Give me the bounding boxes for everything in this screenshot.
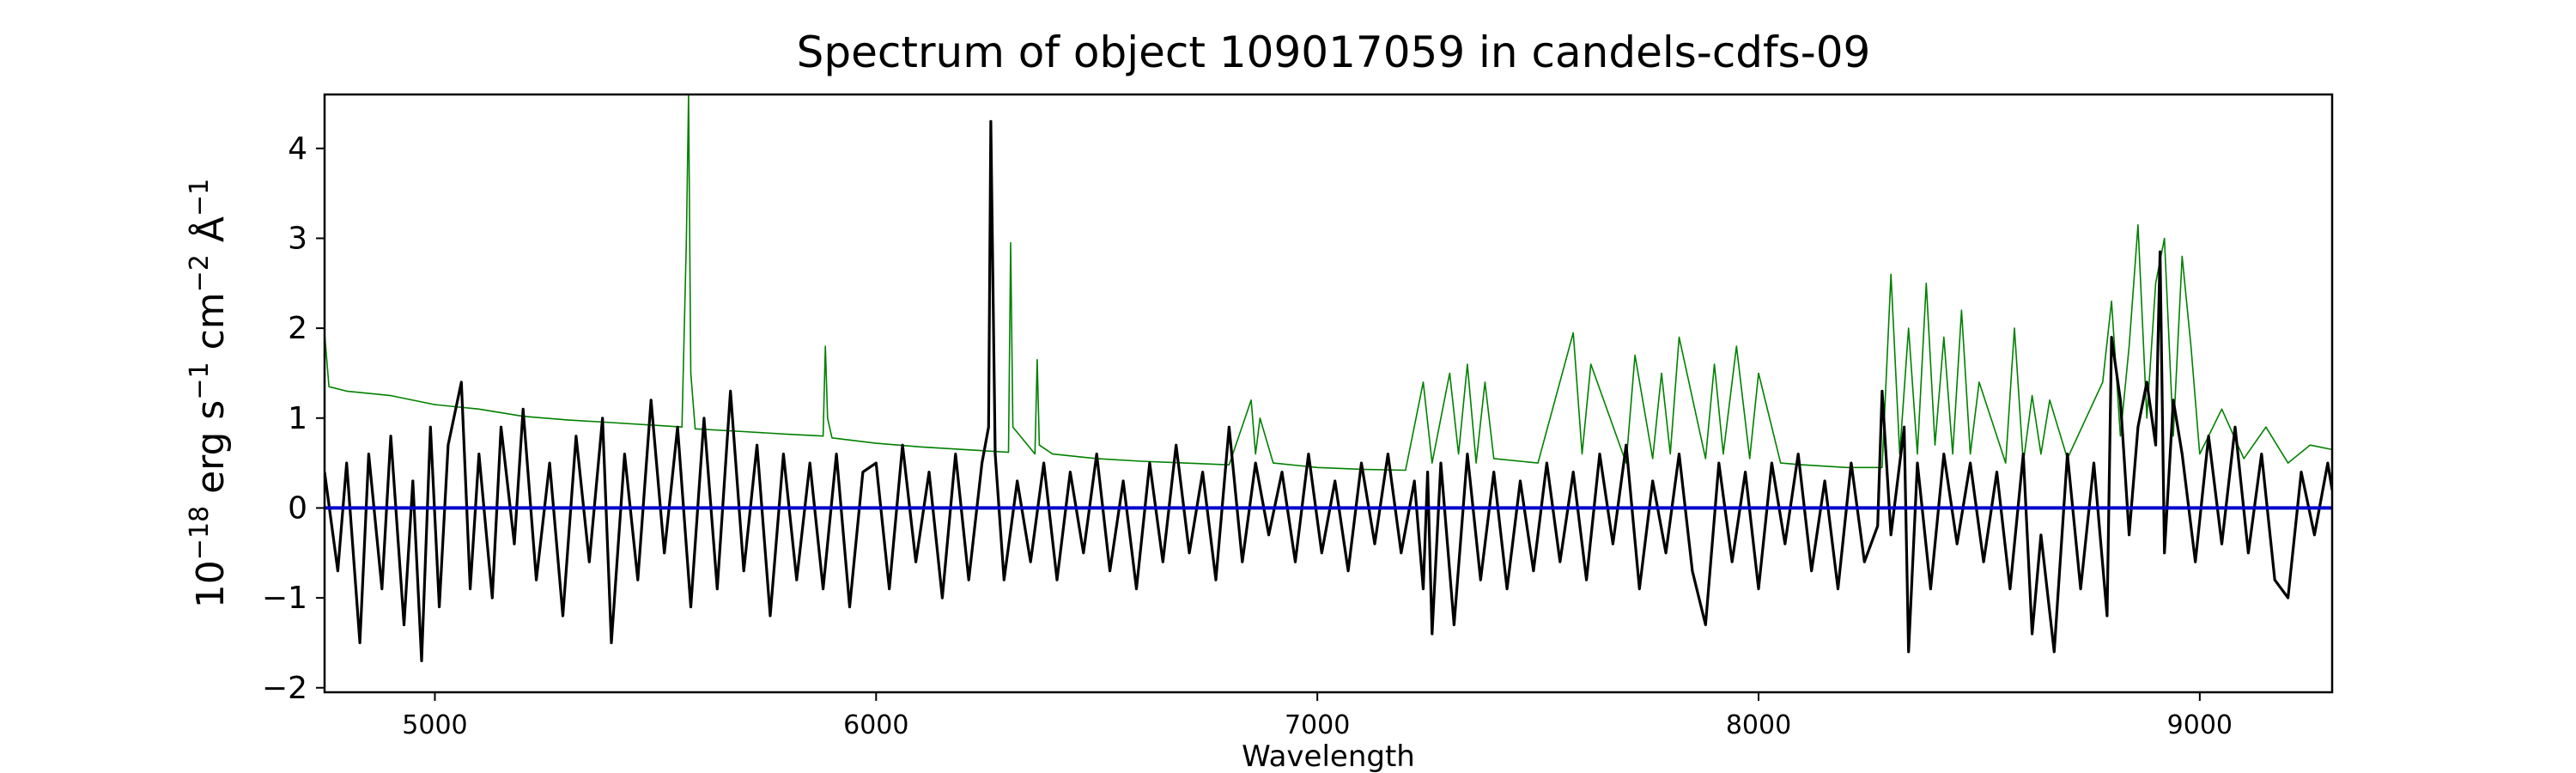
y-axis-label: 10−18 erg s−1 cm−2 Å−1 (185, 179, 233, 608)
x-tick-label: 6000 (843, 710, 908, 740)
y-label-angstrom: Å (187, 216, 233, 254)
y-tick-label: 3 (288, 221, 307, 256)
y-tick-label: 0 (288, 490, 307, 526)
y-label-cm: cm (189, 292, 233, 362)
y-tick-label: −1 (262, 581, 307, 616)
x-tick-label: 7000 (1285, 710, 1350, 740)
y-label-s-exp: −1 (185, 362, 215, 399)
x-axis: 5000 6000 7000 8000 9000 (402, 692, 2233, 740)
y-label-cm-exp: −2 (185, 254, 215, 292)
y-label-a-exp: −1 (185, 179, 215, 216)
plot-frame (323, 93, 2334, 694)
y-tick-label: 1 (288, 401, 307, 436)
y-tick-label: 4 (288, 131, 307, 167)
y-tick-label: 2 (288, 311, 307, 346)
flux-series-line (325, 119, 2332, 663)
x-tick-label: 9000 (2167, 710, 2233, 740)
x-axis-label: Wavelength (1242, 740, 1415, 773)
noise-series-line (325, 94, 2332, 472)
y-label-exp: −18 (185, 506, 215, 560)
x-tick-label: 5000 (402, 710, 467, 740)
y-tick-label: −2 (262, 671, 307, 706)
chart-title: Spectrum of object 109017059 in candels-… (797, 27, 1871, 77)
x-tick-label: 8000 (1726, 710, 1791, 740)
plot-area (323, 93, 2334, 694)
series-layer (325, 94, 2332, 663)
y-label-erg-s: erg s (189, 400, 233, 506)
y-axis: −2 −1 0 1 2 3 4 (262, 131, 325, 706)
y-label-base: 10 (189, 560, 233, 608)
